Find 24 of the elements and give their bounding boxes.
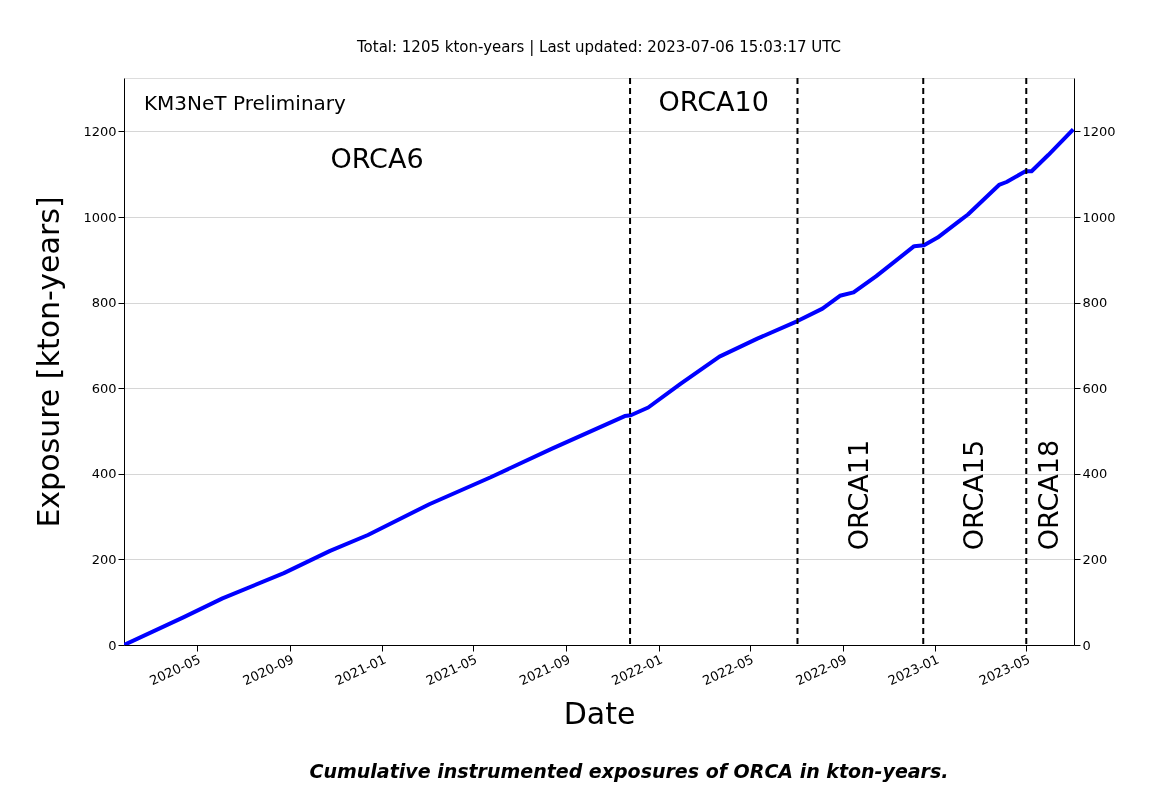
annotation: KM3NeT Preliminary	[144, 91, 347, 115]
y2-tick-label: 200	[1082, 551, 1108, 567]
x-axis-title: Date	[563, 696, 636, 732]
y-tick-label: 1000	[83, 209, 117, 225]
y2-tick-label: 600	[1082, 380, 1108, 396]
y-tick-label: 0	[108, 637, 117, 653]
y2-tick-label: 1200	[1082, 123, 1116, 139]
y-tick-label: 1200	[83, 123, 117, 139]
chart-title: Total: 1205 kton-years | Last updated: 2023-07-06 15:03:17 UTC	[355, 38, 842, 56]
y-tick-label: 800	[91, 295, 117, 311]
y-tick-label: 600	[91, 380, 117, 396]
text: Cumulative instrumented exposures of ORCA in kton-years.	[309, 760, 949, 782]
y-tick-label: 400	[91, 466, 117, 482]
y2-tick-label: 800	[1082, 295, 1108, 311]
y-axis-title: Exposure [kton-years]	[31, 196, 67, 528]
y2-tick-label: 0	[1082, 637, 1091, 653]
y2-tick-label: 400	[1082, 466, 1108, 482]
annotation: ORCA15	[957, 439, 989, 551]
y2-tick-label: 1000	[1082, 209, 1116, 225]
annotation: ORCA11	[843, 439, 875, 551]
y-tick-label: 200	[91, 551, 117, 567]
annotation: ORCA18	[1033, 439, 1065, 551]
annotation: ORCA6	[330, 143, 424, 174]
annotation: ORCA10	[658, 86, 769, 117]
